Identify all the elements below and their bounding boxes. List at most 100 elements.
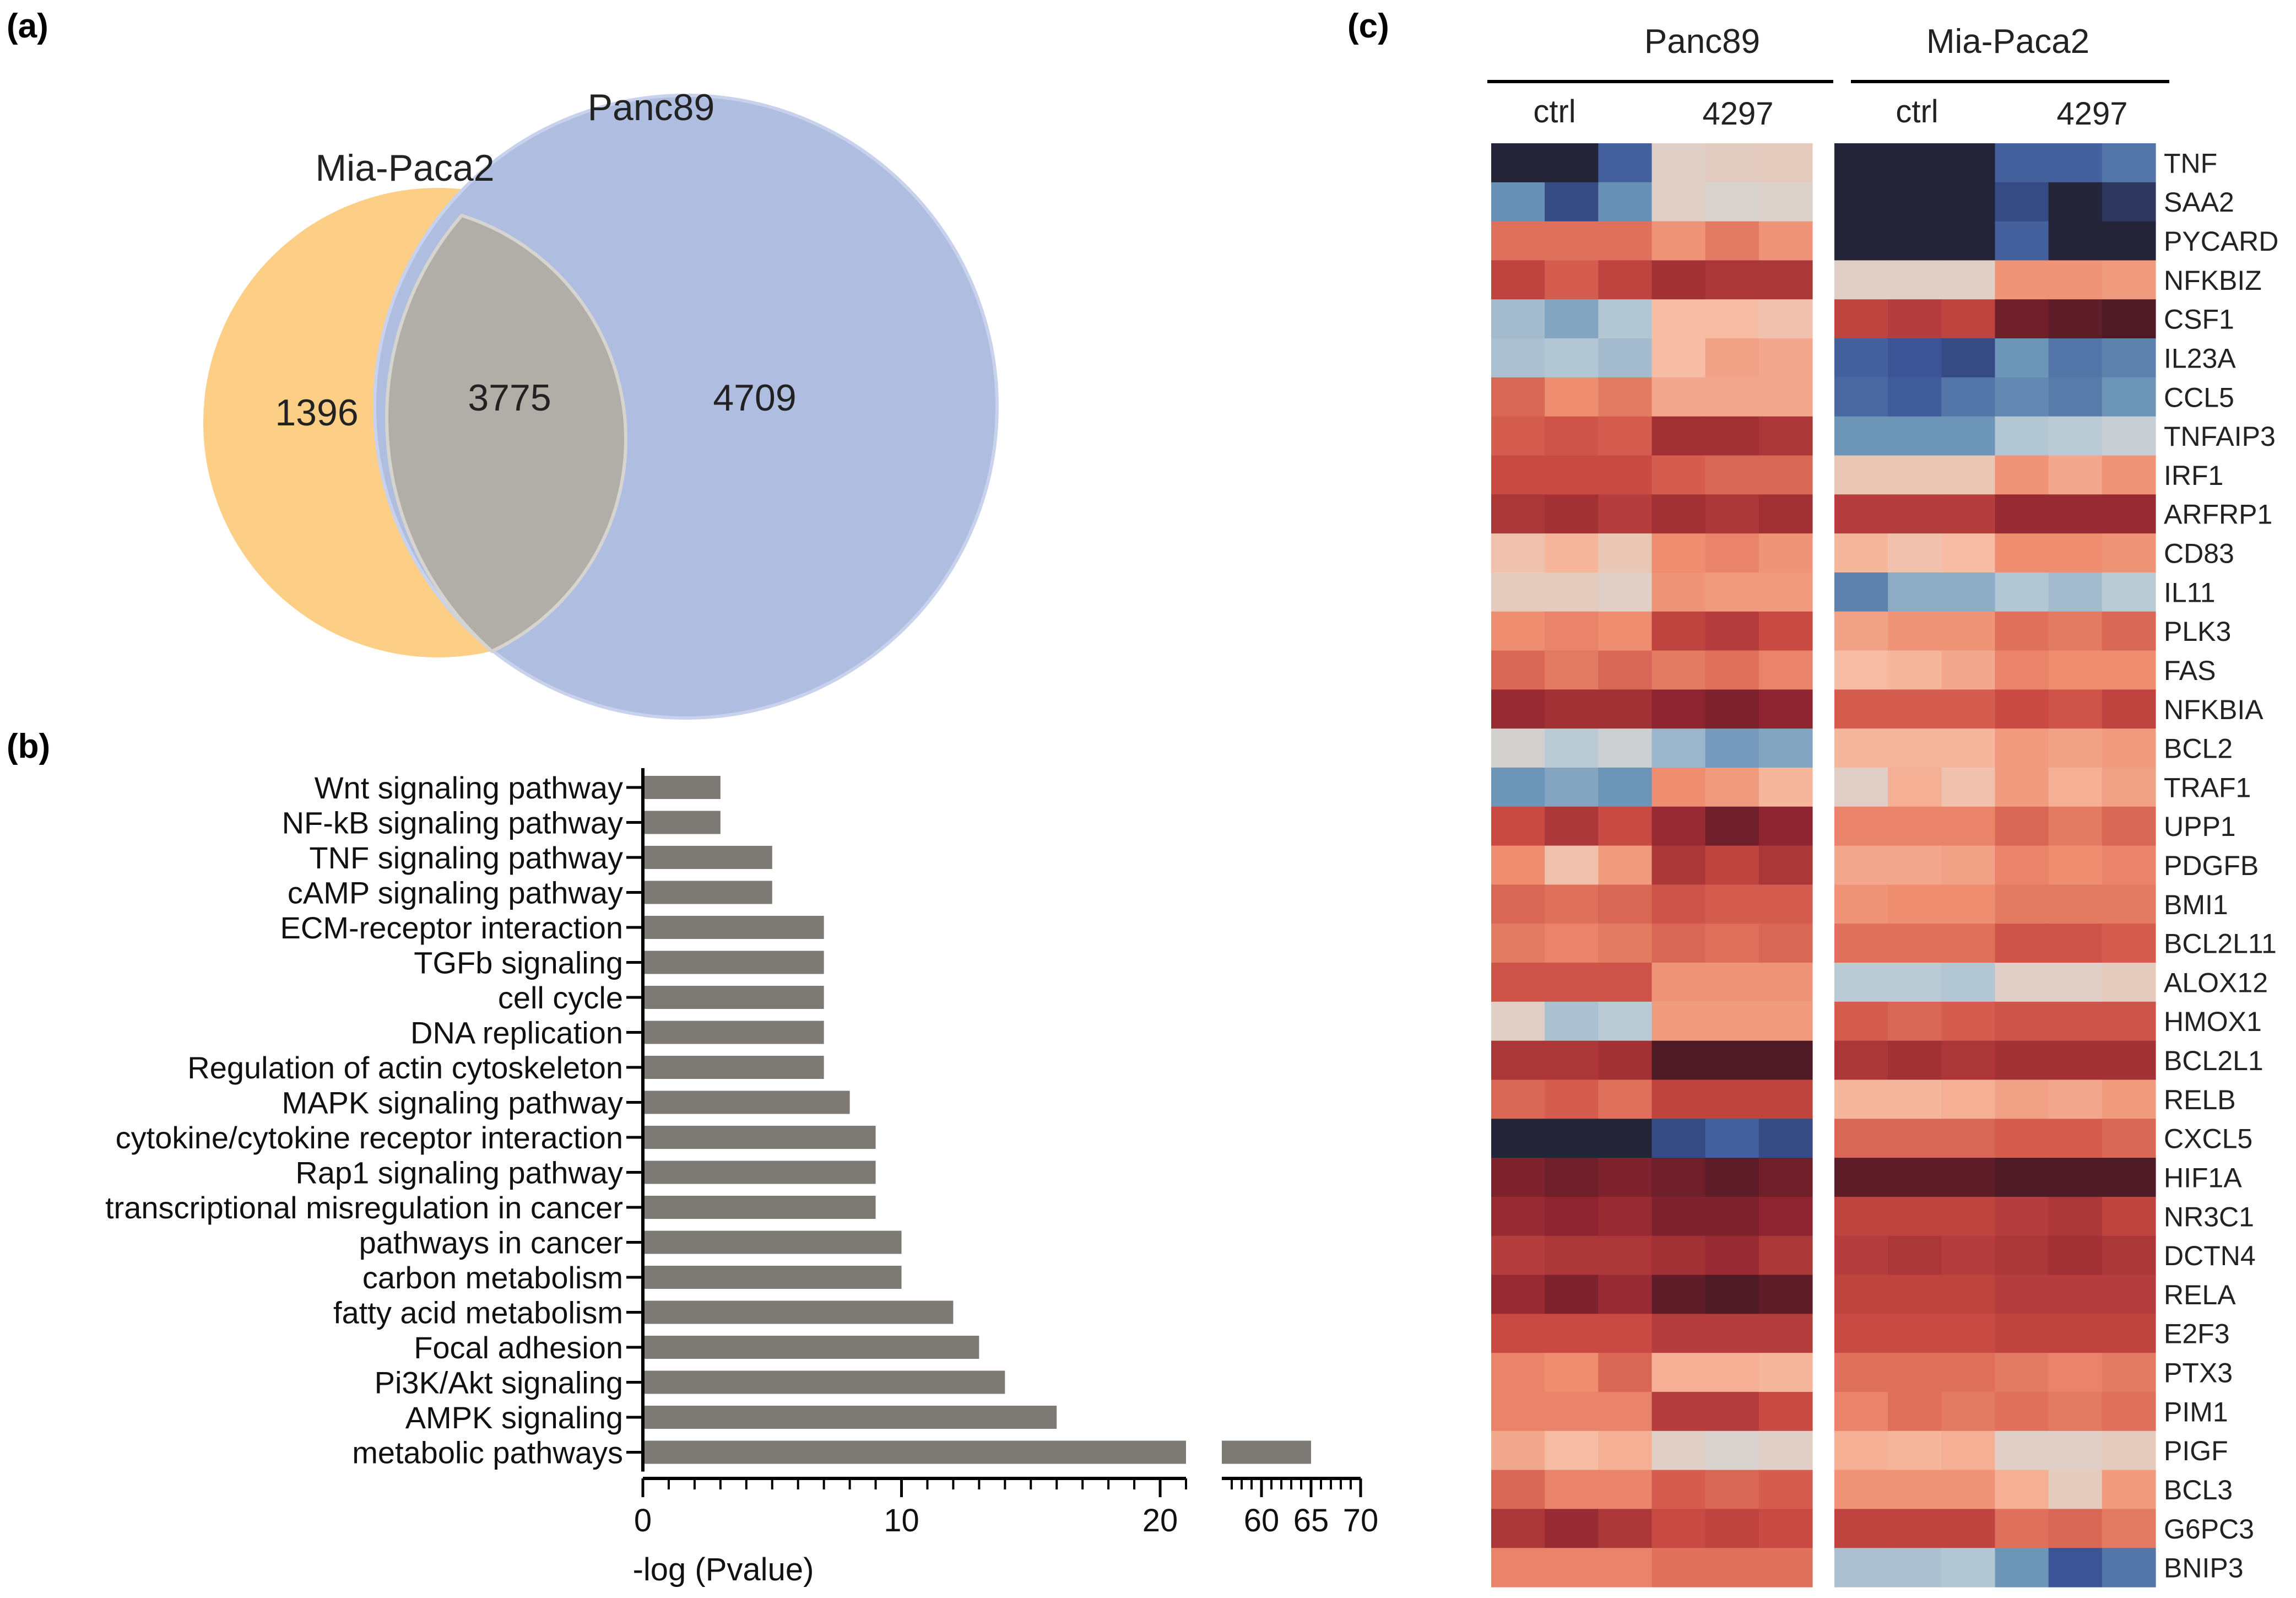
heatmap-cell-panc89 — [1758, 1314, 1813, 1353]
heatmap-cell-panc89 — [1598, 611, 1653, 651]
heatmap-cell-mia-paca2 — [2102, 1196, 2156, 1237]
heatmap-cell-mia-paca2 — [1888, 182, 1942, 222]
heatmap-cell-panc89 — [1545, 1353, 1599, 1392]
heatmap-cell-mia-paca2 — [1941, 1235, 1996, 1276]
heatmap-cell-panc89 — [1705, 416, 1759, 456]
heatmap-cell-panc89 — [1651, 455, 1706, 495]
heatmap-cell-panc89 — [1651, 572, 1706, 612]
heatmap-cell-panc89 — [1705, 572, 1759, 612]
gene-label: PTX3 — [2164, 1358, 2233, 1389]
heatmap-cell-panc89 — [1545, 1275, 1599, 1314]
heatmap-cell-panc89 — [1545, 1119, 1599, 1158]
heatmap-cell-mia-paca2 — [1995, 963, 2049, 1002]
heatmap-cell-panc89 — [1758, 1079, 1813, 1119]
heatmap-cell-mia-paca2 — [2102, 924, 2156, 963]
heatmap-cell-mia-paca2 — [1834, 1235, 1888, 1276]
condition-4297-panc89: 4297 — [1702, 96, 1773, 132]
heatmap-cell-mia-paca2 — [2048, 260, 2103, 300]
bar — [643, 1056, 824, 1079]
category-label: ECM-receptor interaction — [280, 910, 623, 945]
heatmap-cell-mia-paca2 — [2102, 1353, 2156, 1392]
heatmap-cell-panc89 — [1491, 1430, 1545, 1471]
heatmap-cell-mia-paca2 — [1834, 1196, 1888, 1237]
heatmap-cell-mia-paca2 — [1941, 728, 1996, 768]
condition-ctrl-panc89: ctrl — [1533, 94, 1575, 129]
heatmap-cell-mia-paca2 — [1941, 572, 1996, 612]
heatmap-cell-mia-paca2 — [1888, 143, 1942, 183]
heatmap-cell-mia-paca2 — [2048, 924, 2103, 963]
heatmap-cell-mia-paca2 — [1995, 1509, 2049, 1548]
gene-label: PYCARD — [2164, 226, 2278, 257]
bar — [643, 1126, 876, 1149]
heatmap-cell-mia-paca2 — [1888, 611, 1942, 651]
heatmap-cell-panc89 — [1758, 182, 1813, 222]
x-axis-label: -log (Pvalue) — [633, 1552, 814, 1588]
heatmap-cell-panc89 — [1491, 338, 1545, 378]
gene-label: HMOX1 — [2164, 1006, 2262, 1037]
heatmap-cell-mia-paca2 — [2102, 533, 2156, 573]
heatmap-cell-panc89 — [1705, 1509, 1759, 1548]
gene-label: UPP1 — [2164, 811, 2236, 842]
heatmap-cell-panc89 — [1651, 1040, 1706, 1081]
heatmap-cell-panc89 — [1758, 1391, 1813, 1432]
heatmap-cell-panc89 — [1598, 924, 1653, 963]
heatmap-cell-panc89 — [1545, 1314, 1599, 1353]
heatmap-cell-mia-paca2 — [1834, 143, 1888, 183]
heatmap-cell-panc89 — [1598, 416, 1653, 456]
heatmap-cell-panc89 — [1651, 1119, 1706, 1158]
gene-label: BCL2L1 — [2164, 1045, 2263, 1076]
heatmap-cell-panc89 — [1758, 1430, 1813, 1471]
heatmap-cell-panc89 — [1758, 1275, 1813, 1314]
category-label: cAMP signaling pathway — [288, 876, 623, 910]
heatmap-cell-panc89 — [1545, 182, 1599, 222]
heatmap-cell-mia-paca2 — [1941, 1509, 1996, 1548]
gene-label: IL23A — [2164, 343, 2236, 374]
heatmap-cell-mia-paca2 — [2048, 1275, 2103, 1314]
heatmap-cell-panc89 — [1758, 689, 1813, 729]
bar — [643, 1160, 876, 1184]
gene-label: BCL3 — [2164, 1475, 2233, 1505]
heatmap-cell-panc89 — [1651, 767, 1706, 807]
heatmap-cell-mia-paca2 — [1941, 1158, 1996, 1197]
gene-label: IL11 — [2164, 577, 2216, 608]
heatmap-cell-mia-paca2 — [1995, 767, 2049, 807]
heatmap-cell-mia-paca2 — [1834, 533, 1888, 573]
heatmap-cell-mia-paca2 — [2102, 143, 2156, 183]
heatmap-cell-panc89 — [1598, 338, 1653, 378]
heatmap-cell-mia-paca2 — [1995, 1470, 2049, 1509]
heatmap-cell-panc89 — [1598, 1314, 1653, 1353]
heatmap-cell-mia-paca2 — [1888, 1040, 1942, 1081]
heatmap-cell-mia-paca2 — [2102, 1158, 2156, 1197]
heatmap-cell-panc89 — [1705, 338, 1759, 378]
heatmap-cell-panc89 — [1705, 1158, 1759, 1197]
heatmap-cell-mia-paca2 — [1995, 221, 2049, 261]
heatmap-cell-panc89 — [1758, 884, 1813, 924]
heatmap-cell-mia-paca2 — [2102, 299, 2156, 339]
heatmap-cell-panc89 — [1705, 221, 1759, 261]
heatmap-cell-mia-paca2 — [1941, 455, 1996, 495]
heatmap-cell-mia-paca2 — [1995, 416, 2049, 456]
heatmap-cell-panc89 — [1758, 1119, 1813, 1158]
heatmap-cell-panc89 — [1705, 963, 1759, 1002]
category-label: Rap1 signaling pathway — [295, 1156, 623, 1190]
heatmap-cell-panc89 — [1545, 1548, 1599, 1588]
gene-label: RELA — [2164, 1280, 2236, 1310]
gene-label: FAS — [2164, 655, 2216, 686]
heatmap-cell-mia-paca2 — [2048, 1548, 2103, 1588]
heatmap-cell-panc89 — [1651, 299, 1706, 339]
heatmap-cell-panc89 — [1598, 806, 1653, 846]
heatmap-cell-mia-paca2 — [1888, 299, 1942, 339]
heatmap-cell-panc89 — [1651, 1235, 1706, 1276]
category-label: TGFb signaling — [414, 946, 623, 980]
heatmap-cell-mia-paca2 — [1888, 767, 1942, 807]
heatmap-cell-panc89 — [1491, 845, 1545, 886]
heatmap-cell-mia-paca2 — [1995, 689, 2049, 729]
heatmap-cell-mia-paca2 — [2102, 1391, 2156, 1432]
heatmap-cell-panc89 — [1758, 455, 1813, 495]
heatmap-cell-mia-paca2 — [1941, 1353, 1996, 1392]
x-tick-label: 60 — [1244, 1503, 1280, 1538]
category-label: fatty acid metabolism — [333, 1295, 623, 1330]
heatmap-cell-panc89 — [1491, 806, 1545, 846]
heatmap-cell-panc89 — [1758, 845, 1813, 886]
heatmap-cell-panc89 — [1545, 806, 1599, 846]
